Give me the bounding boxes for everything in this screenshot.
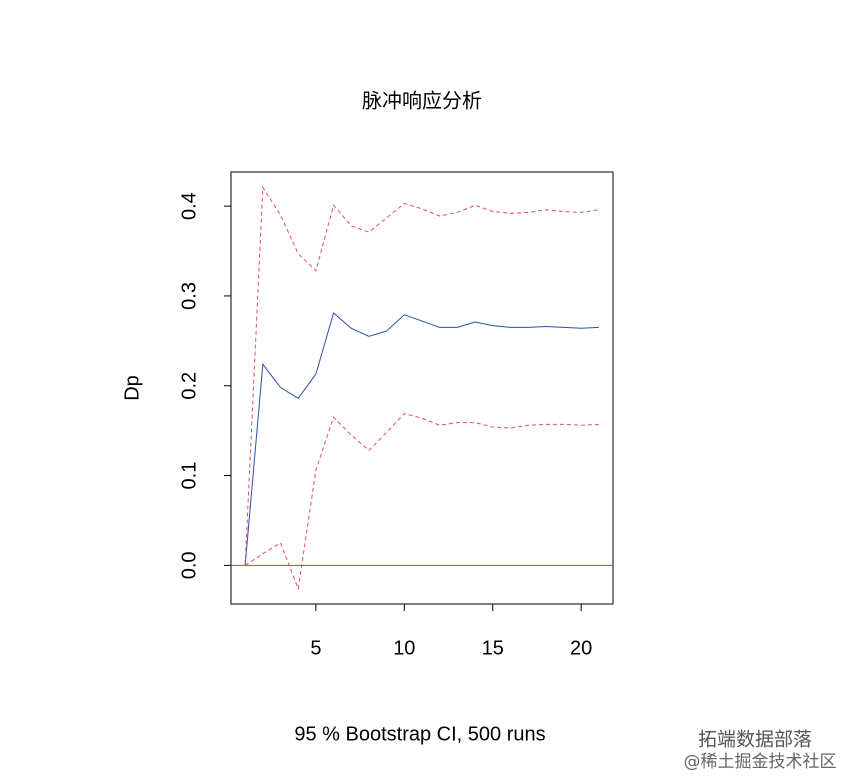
y-tick-label: 0.4 [178, 192, 200, 220]
chart-title: 脉冲响应分析 [362, 89, 482, 113]
y-tick-label: 0.0 [178, 551, 200, 579]
y-tick-label: 0.1 [178, 462, 200, 490]
y-tick-label: 0.2 [178, 372, 200, 400]
x-tick-label: 10 [393, 637, 415, 659]
watermark: @稀土掘金技术社区 [684, 752, 837, 772]
series-line [244, 312, 599, 566]
x-axis-label: 95 % Bootstrap CI, 500 runs [294, 723, 545, 745]
x-tick-label: 15 [482, 637, 504, 659]
y-tick-label: 0.3 [178, 282, 200, 310]
watermark: 拓端数据部落 [698, 729, 812, 751]
x-tick-label: 20 [570, 637, 592, 659]
y-axis-label: Dp [121, 375, 143, 401]
series-line [244, 185, 599, 566]
series-line [244, 413, 599, 591]
x-tick-label: 5 [310, 637, 321, 659]
